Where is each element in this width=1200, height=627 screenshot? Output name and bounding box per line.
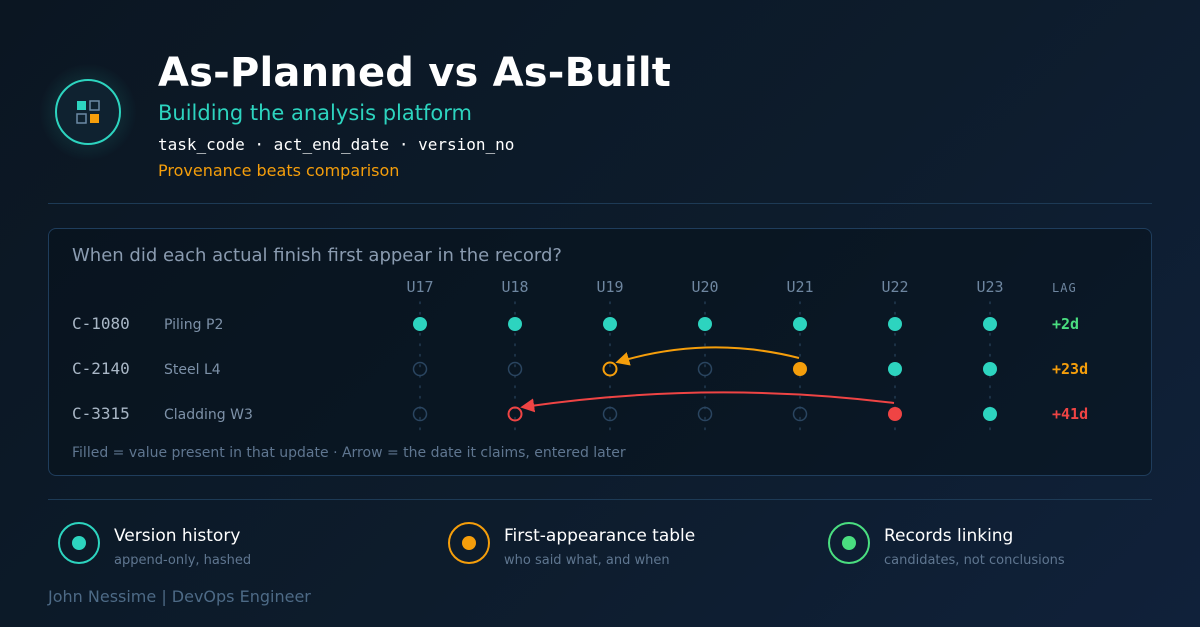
row-name: Piling P2 — [164, 317, 223, 333]
tagline: Provenance beats comparison — [158, 161, 400, 180]
column-header-u19: U19 — [596, 278, 623, 296]
row-code: C-1080 — [72, 314, 130, 333]
filled-dot — [698, 317, 712, 331]
filled-dot — [508, 317, 522, 331]
row-code: C-3315 — [72, 404, 130, 423]
filled-dot — [603, 317, 617, 331]
amber-dot-icon — [462, 536, 476, 550]
row-name: Cladding W3 — [164, 407, 253, 423]
claimed-date-ring — [507, 406, 523, 422]
page-title: As-Planned vs As-Built — [158, 50, 672, 96]
empty-ring — [412, 406, 428, 422]
empty-ring — [602, 406, 618, 422]
first-appearance-dot — [888, 407, 902, 421]
field-list: task_code · act_end_date · version_no — [158, 135, 515, 154]
feature-subtitle: candidates, not conclusions — [884, 553, 1065, 568]
row-lag: +2d — [1052, 315, 1079, 333]
green-dot-icon — [842, 536, 856, 550]
column-header-u20: U20 — [691, 278, 718, 296]
filled-dot — [888, 362, 902, 376]
row-name: Steel L4 — [164, 362, 221, 378]
filled-dot — [413, 317, 427, 331]
footer-divider — [48, 499, 1152, 500]
grid-squares-icon — [76, 100, 100, 124]
filled-dot — [888, 317, 902, 331]
row-lag: +41d — [1052, 405, 1088, 423]
feature-subtitle: who said what, and when — [504, 553, 670, 568]
feature-subtitle: append-only, hashed — [114, 553, 252, 568]
teal-dot-icon — [72, 536, 86, 550]
feature-ring — [448, 522, 490, 564]
empty-ring — [792, 406, 808, 422]
filled-dot — [983, 407, 997, 421]
page-subtitle: Building the analysis platform — [158, 101, 472, 125]
feature-title: Version history — [114, 526, 241, 546]
empty-ring — [412, 361, 428, 377]
logo — [55, 79, 121, 145]
row-code: C-2140 — [72, 359, 130, 378]
filled-dot — [983, 362, 997, 376]
panel-question: When did each actual finish first appear… — [72, 245, 562, 266]
timeline-panel — [48, 228, 1152, 476]
claim-arrow — [520, 391, 895, 413]
feature-ring — [828, 522, 870, 564]
lag-header: LAG — [1052, 281, 1077, 295]
empty-ring — [507, 361, 523, 377]
column-header-u21: U21 — [786, 278, 813, 296]
header-divider — [48, 203, 1152, 204]
filled-dot — [983, 317, 997, 331]
column-header-u23: U23 — [976, 278, 1003, 296]
feature-title: First-appearance table — [504, 526, 696, 546]
first-appearance-dot — [793, 362, 807, 376]
author-credit: John Nessime | DevOps Engineer — [48, 587, 311, 606]
empty-ring — [697, 406, 713, 422]
feature-title: Records linking — [884, 526, 1014, 546]
claimed-date-ring — [602, 361, 618, 377]
column-header-u17: U17 — [406, 278, 433, 296]
legend-note: Filled = value present in that update · … — [72, 445, 626, 461]
empty-ring — [697, 361, 713, 377]
column-header-u22: U22 — [881, 278, 908, 296]
claim-arrow — [615, 346, 800, 366]
filled-dot — [793, 317, 807, 331]
feature-ring — [58, 522, 100, 564]
column-header-u18: U18 — [501, 278, 528, 296]
row-lag: +23d — [1052, 360, 1088, 378]
